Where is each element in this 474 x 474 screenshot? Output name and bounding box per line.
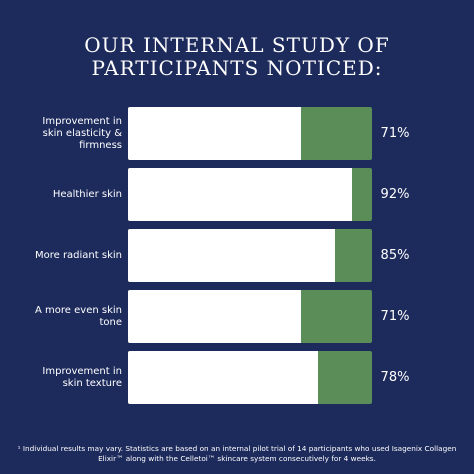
value-label: 71% — [380, 309, 410, 324]
category-label: Improvement in skin texture — [42, 365, 122, 389]
bar-track — [128, 290, 372, 343]
value-label: 71% — [380, 126, 410, 141]
category-label: Healthier skin — [52, 188, 122, 200]
category-label: More radiant skin — [34, 249, 122, 261]
bar — [128, 351, 319, 404]
bar-track — [128, 168, 372, 221]
value-label: 85% — [380, 248, 410, 263]
value-label: 78% — [380, 370, 410, 385]
value-label: 92% — [380, 187, 410, 202]
bar-track — [128, 107, 372, 160]
category-label: A more even skin tone — [35, 304, 122, 328]
category-label: Improvement in skin elasticity & firmnes… — [42, 115, 122, 151]
bar-track — [128, 351, 372, 404]
bar — [128, 290, 302, 343]
bar — [128, 168, 353, 221]
bar — [128, 229, 336, 282]
bar — [128, 107, 302, 160]
chart-title: OUR INTERNAL STUDY OF PARTICIPANTS NOTIC… — [84, 33, 390, 80]
footnote: ¹ Individual results may vary. Statistic… — [17, 444, 457, 463]
bar-track — [128, 229, 372, 282]
